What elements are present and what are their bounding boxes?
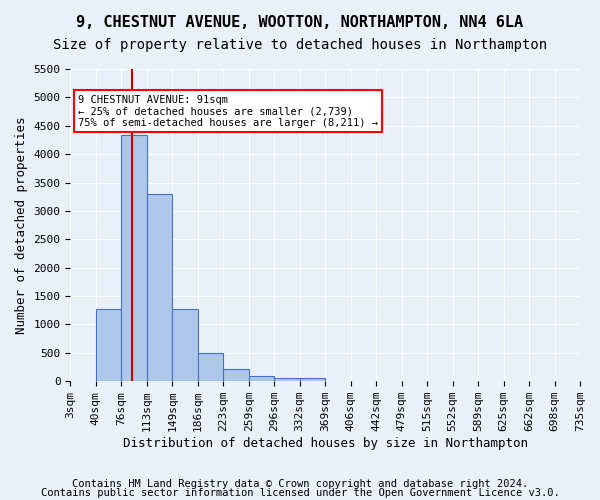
Text: Size of property relative to detached houses in Northampton: Size of property relative to detached ho…	[53, 38, 547, 52]
Text: Contains public sector information licensed under the Open Government Licence v3: Contains public sector information licen…	[41, 488, 559, 498]
Bar	[223, 368, 248, 381]
Text: 9 CHESTNUT AVENUE: 91sqm
← 25% of detached houses are smaller (2,739)
75% of sem: 9 CHESTNUT AVENUE: 91sqm ← 25% of detach…	[78, 94, 378, 128]
Bar	[96, 309, 121, 381]
Bar	[147, 194, 172, 381]
Bar	[248, 376, 274, 381]
Bar	[172, 308, 198, 381]
X-axis label: Distribution of detached houses by size in Northampton: Distribution of detached houses by size …	[122, 437, 527, 450]
Bar	[299, 378, 325, 381]
Bar	[198, 354, 223, 381]
Bar	[274, 378, 299, 381]
Y-axis label: Number of detached properties: Number of detached properties	[15, 116, 28, 334]
Text: Contains HM Land Registry data © Crown copyright and database right 2024.: Contains HM Land Registry data © Crown c…	[72, 479, 528, 489]
Bar	[121, 136, 147, 381]
Text: 9, CHESTNUT AVENUE, WOOTTON, NORTHAMPTON, NN4 6LA: 9, CHESTNUT AVENUE, WOOTTON, NORTHAMPTON…	[76, 15, 524, 30]
